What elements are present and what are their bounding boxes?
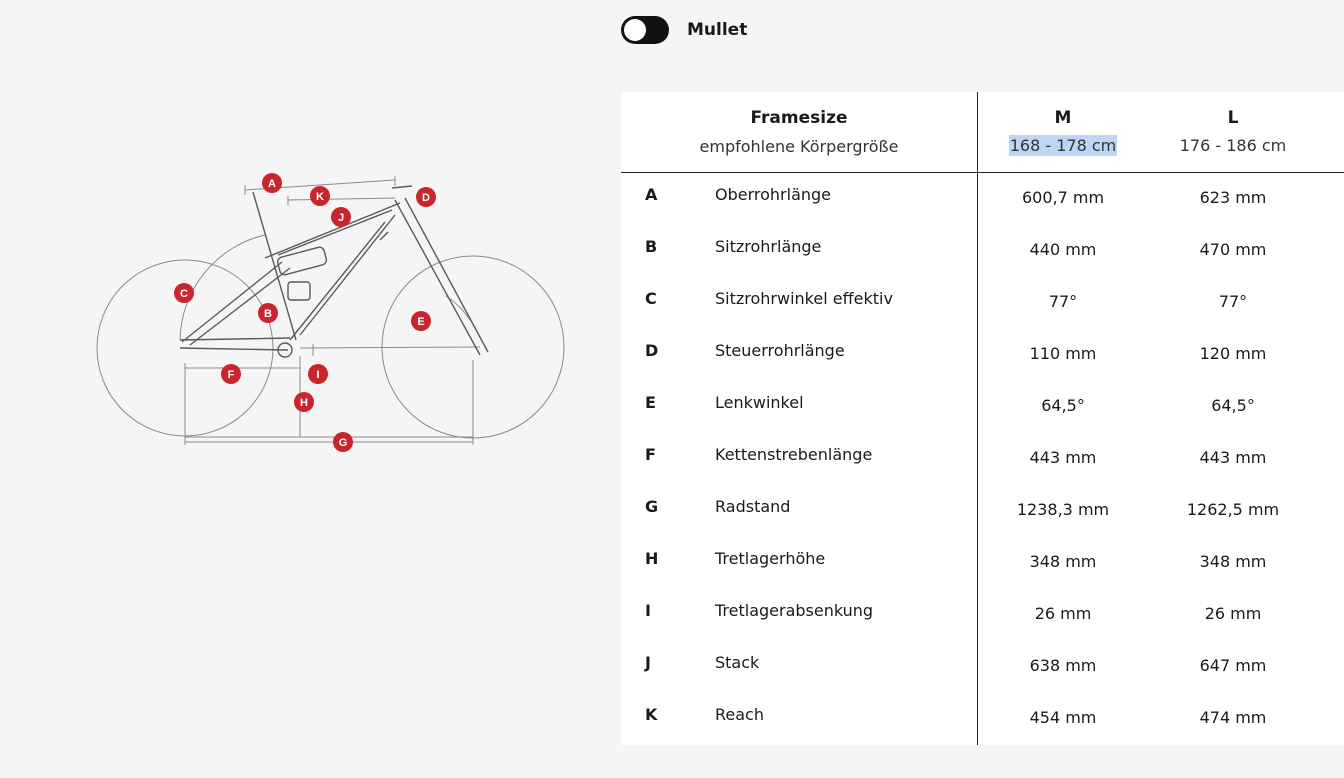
row-letter: E [645, 393, 656, 412]
row-value-l: 77° [1218, 292, 1248, 311]
table-row: G Radstand 1238,3 mm 1262,5 mm [621, 485, 1344, 537]
marker-e: E [411, 311, 431, 331]
row-value-l: 647 mm [1199, 656, 1267, 675]
row-letter: C [645, 289, 657, 308]
row-letter: B [645, 237, 658, 256]
row-value-l: 348 mm [1199, 552, 1267, 571]
row-value-m: 600,7 mm [1021, 188, 1105, 207]
row-value-m: 77° [1048, 292, 1078, 311]
svg-text:H: H [300, 397, 308, 409]
table-row: C Sitzrohrwinkel effektiv 77° 77° [621, 277, 1344, 329]
seatstay [181, 261, 283, 343]
row-name: Sitzrohrwinkel effektiv [715, 289, 893, 308]
row-value-m: 26 mm [1034, 604, 1092, 623]
marker-h: H [294, 392, 314, 412]
row-name: Sitzrohrlänge [715, 237, 822, 256]
table-row: D Steuerrohrlänge 110 mm 120 mm [621, 329, 1344, 381]
row-value-l: 443 mm [1199, 448, 1267, 467]
seat-tube [252, 191, 297, 341]
table-row: A Oberrohrlänge 600,7 mm 623 mm [621, 173, 1344, 225]
toggle-knob [624, 19, 646, 41]
svg-text:J: J [338, 212, 344, 224]
marker-j: J [331, 207, 351, 227]
svg-text:A: A [268, 178, 276, 190]
size-l-range: 176 - 186 cm [1179, 136, 1287, 155]
svg-text:C: C [180, 288, 188, 300]
row-value-m: 64,5° [1041, 396, 1085, 415]
row-letter: A [645, 185, 658, 204]
mullet-toggle-group: Mullet [621, 16, 747, 44]
row-name: Radstand [715, 497, 791, 516]
svg-text:F: F [228, 369, 235, 381]
row-value-l: 120 mm [1199, 344, 1267, 363]
row-letter: K [645, 705, 658, 724]
row-letter: J [645, 653, 651, 672]
row-value-m: 1238,3 mm [1016, 500, 1110, 519]
table-row: B Sitzrohrlänge 440 mm 470 mm [621, 225, 1344, 277]
table-header: Framesize empfohlene Körpergröße M 168 -… [621, 92, 1344, 173]
marker-a: A [262, 173, 282, 193]
row-letter: H [645, 549, 659, 568]
row-letter: D [645, 341, 659, 360]
row-value-m: 348 mm [1029, 552, 1097, 571]
framesize-label: Framesize [750, 108, 848, 128]
column-divider [977, 92, 978, 745]
row-value-m: 110 mm [1029, 344, 1097, 363]
row-name: Oberrohrlänge [715, 185, 832, 204]
row-value-m: 440 mm [1029, 240, 1097, 259]
svg-text:I: I [316, 369, 319, 381]
marker-g: G [333, 432, 353, 452]
table-row: I Tretlagerabsenkung 26 mm 26 mm [621, 589, 1344, 641]
geometry-table: Framesize empfohlene Körpergröße M 168 -… [621, 92, 1344, 745]
row-value-l: 64,5° [1211, 396, 1255, 415]
table-row: E Lenkwinkel 64,5° 64,5° [621, 381, 1344, 433]
row-value-l: 1262,5 mm [1186, 500, 1280, 519]
mullet-toggle[interactable] [621, 16, 669, 44]
row-letter: G [645, 497, 659, 516]
chainstay [179, 347, 289, 351]
bike-geometry-diagram: A K J D C B E F I H G [96, 173, 565, 452]
row-value-m: 638 mm [1029, 656, 1097, 675]
table-row: J Stack 638 mm 647 mm [621, 641, 1344, 693]
row-value-l: 470 mm [1199, 240, 1267, 259]
row-name: Stack [715, 653, 760, 672]
size-l-header[interactable]: L [1227, 108, 1239, 128]
row-value-l: 623 mm [1199, 188, 1267, 207]
row-name: Kettenstrebenlänge [715, 445, 873, 464]
marker-c: C [174, 283, 194, 303]
fork [394, 199, 481, 356]
table-row: H Tretlagerhöhe 348 mm 348 mm [621, 537, 1344, 589]
row-letter: F [645, 445, 656, 464]
body-height-label: empfohlene Körpergröße [699, 137, 899, 156]
marker-d: D [416, 187, 436, 207]
row-name: Reach [715, 705, 764, 724]
row-name: Lenkwinkel [715, 393, 804, 412]
row-value-l: 26 mm [1204, 604, 1262, 623]
marker-b: B [258, 303, 278, 323]
row-value-l: 474 mm [1199, 708, 1267, 727]
size-m-header[interactable]: M [1054, 108, 1072, 128]
row-name: Tretlagerhöhe [715, 549, 826, 568]
svg-text:B: B [264, 308, 272, 320]
svg-text:E: E [417, 316, 424, 328]
svg-text:G: G [339, 437, 348, 449]
row-name: Tretlagerabsenkung [715, 601, 874, 620]
row-value-m: 454 mm [1029, 708, 1097, 727]
row-name: Steuerrohrlänge [715, 341, 845, 360]
svg-text:D: D [422, 192, 430, 204]
marker-k: K [310, 186, 330, 206]
svg-text:K: K [316, 191, 324, 203]
size-m-range: 168 - 178 cm [1008, 135, 1118, 156]
marker-i: I [308, 364, 328, 384]
down-tube [299, 214, 396, 336]
row-letter: I [645, 601, 651, 620]
table-row: K Reach 454 mm 474 mm [621, 693, 1344, 745]
top-tube [264, 202, 401, 259]
mullet-toggle-label: Mullet [687, 20, 748, 40]
rear-shock [276, 246, 328, 276]
row-value-m: 443 mm [1029, 448, 1097, 467]
marker-f: F [221, 364, 241, 384]
table-row: F Kettenstrebenlänge 443 mm 443 mm [621, 433, 1344, 485]
